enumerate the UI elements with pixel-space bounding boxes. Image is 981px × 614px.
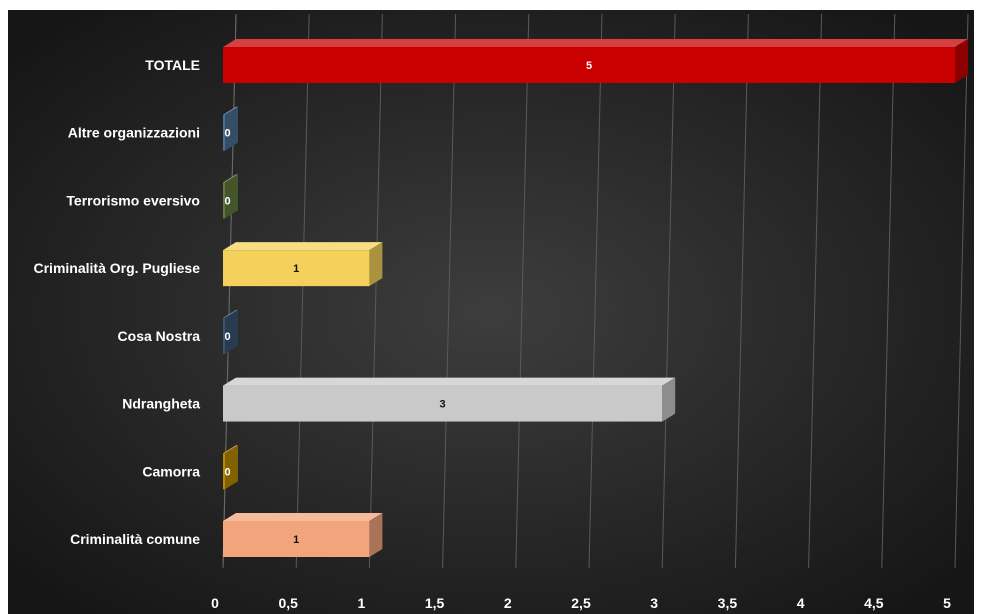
category-label: Altre organizzazioni <box>68 125 200 141</box>
x-tick-label: 0,5 <box>278 595 298 611</box>
data-label: 5 <box>586 60 592 72</box>
x-tick-label: 1,5 <box>425 595 445 611</box>
bar-top-face <box>223 242 383 251</box>
bar-top-face <box>223 513 383 521</box>
gridline <box>954 13 969 569</box>
bar-front-face <box>223 182 225 219</box>
data-label: 1 <box>293 263 299 275</box>
bar-criminalita-comune: 1 <box>223 513 383 557</box>
bar-front-face <box>223 317 225 354</box>
x-tick-label: 0 <box>211 595 219 611</box>
x-tick-labels: 0 0,5 1 1,5 2 2,5 3 3,5 4 4,5 5 <box>211 595 951 611</box>
bar-front-face <box>223 47 955 83</box>
bar-side-face <box>225 445 238 490</box>
data-label: 0 <box>224 466 230 478</box>
category-label: Criminalità comune <box>70 531 200 547</box>
category-labels: TOTALE Altre organizzazioni Terrorismo eve… <box>34 57 201 547</box>
bar-top-face <box>223 309 238 318</box>
bar-top-face <box>223 377 676 386</box>
x-tick-label: 1 <box>358 595 366 611</box>
x-tick-label: 4,5 <box>864 595 884 611</box>
x-tick-label: 3 <box>650 595 658 611</box>
bar-side-face <box>955 39 968 83</box>
bar-front-face <box>223 385 663 422</box>
gridline <box>881 13 896 569</box>
x-tick-label: 4 <box>797 595 805 611</box>
bars: 5 0 0 1 0 3 0 1 <box>223 39 968 557</box>
bar-front-face <box>223 453 225 490</box>
x-tick-label: 5 <box>943 595 951 611</box>
category-label: Ndrangheta <box>122 396 200 412</box>
gridline <box>368 13 383 569</box>
gridline <box>734 13 749 569</box>
category-label: TOTALE <box>145 57 200 73</box>
bar-side-face <box>369 513 383 557</box>
bar-front-face <box>223 521 370 557</box>
category-label: Cosa Nostra <box>118 328 201 344</box>
gridline <box>295 13 310 569</box>
bar-side-face <box>662 377 676 422</box>
data-label: 1 <box>293 534 299 546</box>
bar-side-face <box>369 242 383 287</box>
bar-altre-organizzazioni: 0 <box>223 106 238 151</box>
x-tick-label: 2 <box>504 595 512 611</box>
bar-ndrangheta: 3 <box>223 377 676 422</box>
data-label: 0 <box>224 195 230 207</box>
bar-terrorismo-eversivo: 0 <box>223 174 238 219</box>
bar-top-face <box>223 39 968 47</box>
gridline <box>588 13 603 569</box>
bar-top-face <box>223 445 238 454</box>
bar-side-face <box>225 174 238 219</box>
bar-side-face <box>225 309 238 354</box>
bar-top-face <box>223 106 238 115</box>
x-tick-label: 2,5 <box>571 595 591 611</box>
bar-front-face <box>223 114 225 151</box>
category-label: Terrorismo eversivo <box>66 192 200 208</box>
data-label: 0 <box>224 331 230 343</box>
bar-criminalita-org-pugliese: 1 <box>223 242 383 287</box>
data-label: 3 <box>440 399 446 411</box>
x-tick-label: 3,5 <box>718 595 738 611</box>
bar-camorra: 0 <box>223 445 238 490</box>
category-label: Criminalità Org. Pugliese <box>34 260 201 276</box>
bar-side-face <box>225 106 238 151</box>
gridline <box>515 13 530 569</box>
bar-front-face <box>223 250 370 287</box>
bar-totale: 5 <box>223 39 968 83</box>
category-label: Camorra <box>142 463 200 479</box>
data-label: 0 <box>224 128 230 140</box>
gridline <box>661 13 676 569</box>
bar-top-face <box>223 174 238 183</box>
gridline <box>442 13 457 569</box>
chart-background <box>8 10 974 614</box>
bar-cosa-nostra: 0 <box>223 309 238 354</box>
gridline <box>808 13 823 569</box>
